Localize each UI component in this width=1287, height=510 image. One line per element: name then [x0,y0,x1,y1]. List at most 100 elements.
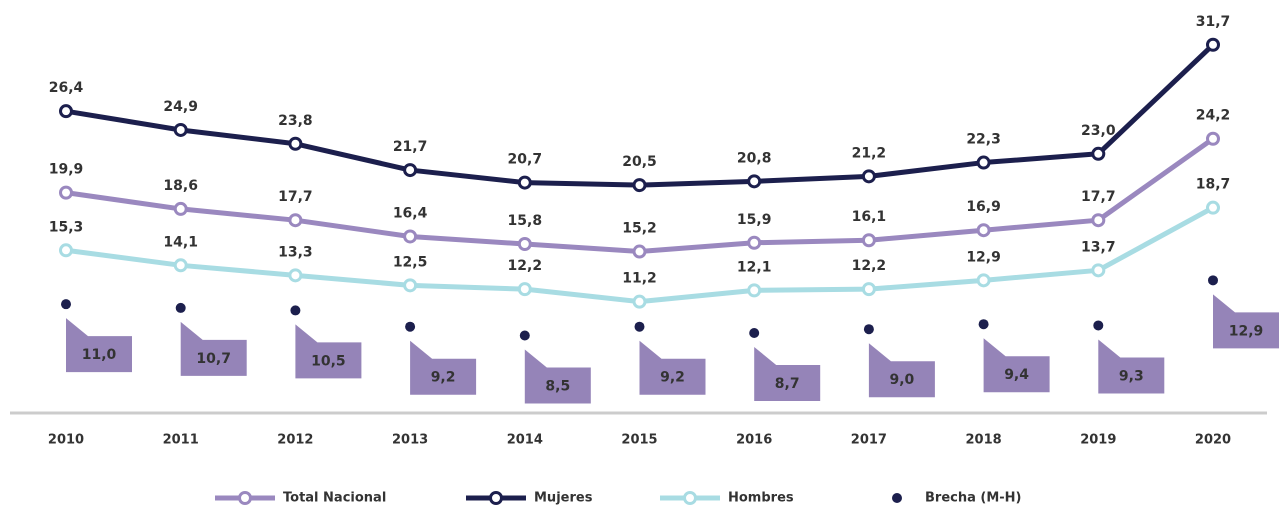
point [59,104,73,119]
data-label: 20,5 [622,154,657,170]
point [1206,37,1220,52]
point [517,237,532,252]
data-label: 24,9 [163,99,198,115]
data-label: 26,4 [49,80,84,96]
data-label: 20,7 [508,152,543,168]
point [861,233,876,248]
legend-marker [238,491,252,505]
data-label: 9,4 [1004,367,1029,383]
point [632,178,647,193]
gap-dot [290,305,301,316]
data-label: 12,9 [1229,323,1264,339]
data-label: 14,1 [163,234,198,250]
legend-label: Mujeres [534,491,593,506]
label-box [524,349,591,404]
data-label: 13,7 [1081,239,1116,255]
data-label: 16,1 [852,209,887,225]
point [976,273,991,288]
point [1091,213,1106,228]
data-label: 31,7 [1196,14,1231,30]
label-box [295,324,362,379]
legend-label: Brecha (M-H) [925,491,1022,506]
x-tick-label: 2013 [392,433,428,448]
data-label: 18,7 [1196,177,1231,193]
point [976,155,991,170]
data-label: 16,4 [393,205,428,221]
point [861,169,876,184]
point [517,175,532,190]
data-label: 15,8 [508,213,543,229]
gap-dot [175,302,186,313]
label-box [868,343,935,398]
data-label: 13,3 [278,244,313,260]
label-box [180,321,247,376]
x-tick-label: 2020 [1195,433,1231,448]
label-box [983,338,1050,393]
legend-label: Hombres [728,491,794,506]
point [403,163,418,178]
label-box [639,340,706,395]
data-label: 11,2 [622,271,657,287]
x-tick-label: 2012 [277,433,313,448]
data-label: 12,5 [393,254,428,270]
data-label: 19,9 [49,162,84,178]
legend-marker [683,491,697,505]
point [173,122,188,137]
gap-dot [863,324,874,335]
data-label: 15,2 [622,221,657,237]
gap-dot [634,321,645,332]
point [1206,200,1220,215]
data-label: 17,7 [1081,189,1116,205]
point [632,294,647,309]
data-label: 9,0 [889,372,914,388]
data-label: 22,3 [966,132,1001,148]
x-tick-label: 2016 [736,433,772,448]
point [976,223,991,238]
point [747,174,762,189]
point [173,258,188,273]
data-label: 18,6 [163,178,198,194]
data-label: 15,3 [49,219,84,235]
point [747,235,762,250]
x-tick-label: 2018 [966,433,1002,448]
data-label: 8,7 [775,376,800,392]
data-label: 17,7 [278,189,313,205]
data-label: 10,7 [196,351,231,367]
data-label: 12,9 [966,249,1001,265]
point [1091,263,1106,278]
data-label: 9,2 [431,370,456,386]
gap-dot [405,321,416,332]
point [861,282,876,297]
label-box [66,318,132,373]
x-tick-label: 2010 [48,433,84,448]
legend-marker [489,491,503,505]
x-tick-label: 2019 [1080,433,1116,448]
data-label: 9,2 [660,370,685,386]
label-box [1213,294,1279,349]
point [517,282,532,297]
label-box [410,340,477,395]
data-label: 9,3 [1119,368,1144,384]
data-label: 11,0 [82,347,117,363]
data-label: 12,1 [737,259,772,275]
data-label: 15,9 [737,212,772,228]
point [288,268,303,283]
data-label: 8,5 [545,378,570,394]
gap-dot [749,327,760,338]
gap-dot [978,319,989,330]
point [59,185,73,200]
x-tick-label: 2014 [507,433,543,448]
point [173,201,188,216]
point [403,229,418,244]
legend-marker [892,493,902,503]
data-label: 16,9 [966,199,1001,215]
data-label: 21,2 [852,145,887,161]
gap-dot [1093,320,1104,331]
x-tick-label: 2011 [163,433,199,448]
data-label: 10,5 [311,353,346,369]
x-tick-label: 2017 [851,433,887,448]
data-label: 20,8 [737,150,772,166]
data-label: 23,8 [278,113,313,129]
point [747,283,762,298]
